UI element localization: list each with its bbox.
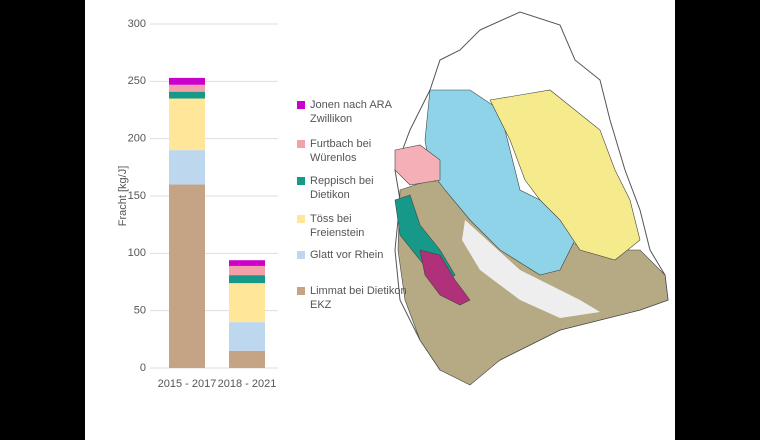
bar-segment xyxy=(169,98,205,151)
y-tick-label: 200 xyxy=(128,133,146,145)
bar-segment xyxy=(169,77,205,85)
map-region-jonen xyxy=(419,249,471,306)
y-tick-label: 150 xyxy=(128,190,146,202)
bar-segment xyxy=(169,184,205,368)
y-axis-label: Fracht [kg/J] xyxy=(117,166,129,227)
y-tick-label: 50 xyxy=(134,305,146,317)
bar-segment xyxy=(229,283,265,323)
legend-entry: Glatt vor Rhein xyxy=(297,248,407,262)
bar-segment xyxy=(229,265,265,276)
bar-segment xyxy=(169,150,205,185)
x-tick-label: 2018 - 2021 xyxy=(218,378,277,390)
legend-label: Jonen nach ARA Zwillikon xyxy=(310,99,392,125)
x-tick-label: 2015 - 2017 xyxy=(158,378,217,390)
bar-segment xyxy=(169,91,205,99)
map xyxy=(394,11,669,386)
y-tick-label: 0 xyxy=(140,362,146,374)
legend-swatch xyxy=(297,215,305,223)
y-tick-label: 300 xyxy=(128,18,146,30)
y-tick-label: 100 xyxy=(128,247,146,259)
legend-label: Glatt vor Rhein xyxy=(310,249,384,261)
legend-label: Reppisch bei Dietikon xyxy=(310,175,374,201)
legend-swatch xyxy=(297,140,305,148)
legend-swatch xyxy=(297,251,305,259)
legend-swatch xyxy=(297,177,305,185)
legend-entry: Töss bei Freienstein xyxy=(297,212,407,240)
bar-segment xyxy=(229,260,265,266)
bar-segment xyxy=(169,84,205,92)
bar-segment xyxy=(229,275,265,284)
map-region-toess xyxy=(489,89,641,261)
bar-segment xyxy=(229,322,265,351)
legend-entry: Reppisch bei Dietikon xyxy=(297,174,407,202)
legend-entry: Jonen nach ARA Zwillikon xyxy=(297,98,407,126)
map-region-furtbach xyxy=(394,144,441,186)
bar-segment xyxy=(229,350,265,368)
legend-entry: Furtbach bei Würenlos xyxy=(297,137,407,165)
legend-swatch xyxy=(297,101,305,109)
legend-label: Limmat bei Dietikon EKZ xyxy=(310,285,407,311)
legend-entry: Limmat bei Dietikon EKZ xyxy=(297,284,407,312)
map-lake xyxy=(462,220,600,318)
legend-label: Töss bei Freienstein xyxy=(310,213,365,239)
legend-label: Furtbach bei Würenlos xyxy=(310,138,372,164)
y-tick-label: 250 xyxy=(128,75,146,87)
legend-swatch xyxy=(297,287,305,295)
